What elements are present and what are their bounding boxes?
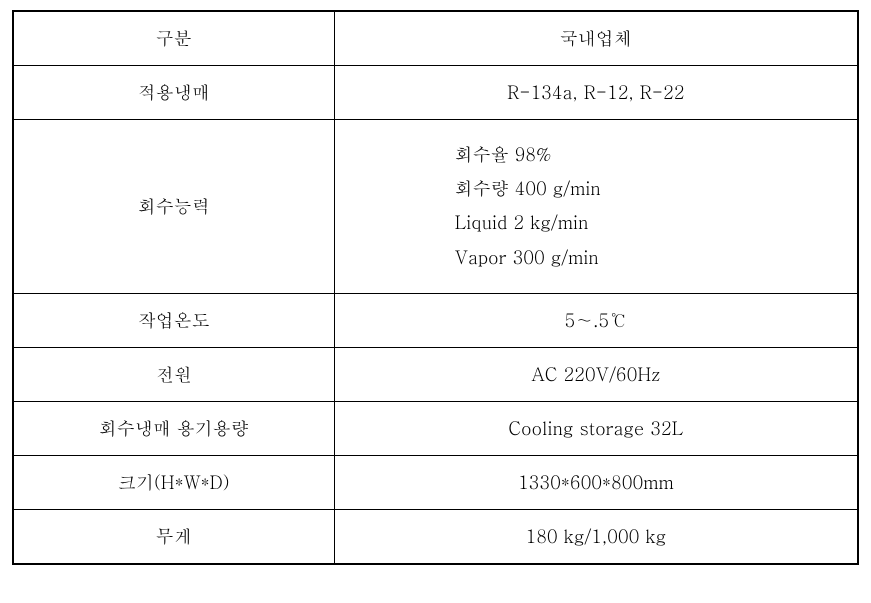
row-value: AC 220V/60Hz (334, 347, 858, 401)
table-row: 무게 180 kg/1,000 kg (13, 509, 858, 564)
row-label: 크기(H*W*D) (13, 455, 334, 509)
row-value: 5∼.5℃ (334, 293, 858, 347)
row-label: 적용냉매 (13, 66, 334, 120)
multiline-line: 회수율 98% (455, 138, 849, 172)
table-row: 전원 AC 220V/60Hz (13, 347, 858, 401)
table-row: 작업온도 5∼.5℃ (13, 293, 858, 347)
row-label: 전원 (13, 347, 334, 401)
row-value: Cooling storage 32L (334, 401, 858, 455)
table-row: 회수냉매 용기용량 Cooling storage 32L (13, 401, 858, 455)
row-label: 작업온도 (13, 293, 334, 347)
multiline-line: Vapor 300 g/min (455, 241, 849, 275)
row-value: 180 kg/1,000 kg (334, 509, 858, 564)
table-row: 적용냉매 R-134a, R-12, R-22 (13, 66, 858, 120)
row-label: 무게 (13, 509, 334, 564)
row-label: 회수능력 (13, 120, 334, 294)
table-row: 크기(H*W*D) 1330*600*800mm (13, 455, 858, 509)
row-value-multiline: 회수율 98% 회수량 400 g/min Liquid 2 kg/min Va… (334, 120, 858, 294)
spec-table: 구분 국내업체 적용냉매 R-134a, R-12, R-22 회수능력 회수율… (12, 10, 859, 565)
row-value: 1330*600*800mm (334, 455, 858, 509)
row-label: 회수냉매 용기용량 (13, 401, 334, 455)
header-left-cell: 구분 (13, 11, 334, 66)
table-row: 회수능력 회수율 98% 회수량 400 g/min Liquid 2 kg/m… (13, 120, 858, 294)
table-row-header: 구분 국내업체 (13, 11, 858, 66)
row-value: R-134a, R-12, R-22 (334, 66, 858, 120)
multiline-line: 회수량 400 g/min (455, 172, 849, 206)
header-right-cell: 국내업체 (334, 11, 858, 66)
multiline-line: Liquid 2 kg/min (455, 206, 849, 240)
